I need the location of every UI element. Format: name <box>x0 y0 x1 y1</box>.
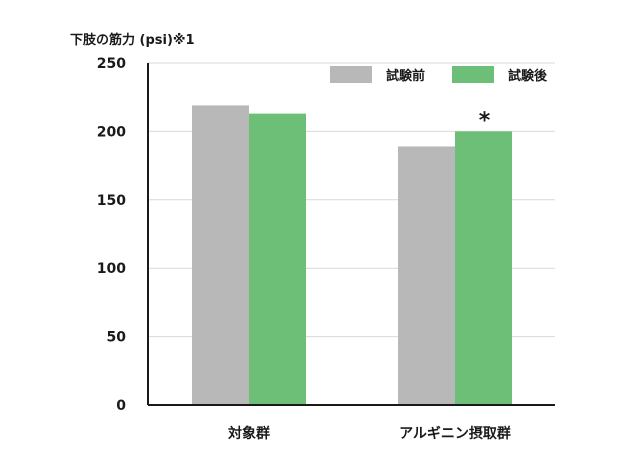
legend-swatch <box>330 66 372 83</box>
x-category-label: アルギニン摂取群 <box>399 425 511 442</box>
legend: 試験前 試験後 <box>330 66 548 84</box>
axes <box>147 63 555 406</box>
bar <box>192 105 249 406</box>
x-category-label: 対象群 <box>227 425 270 442</box>
x-category-labels: 対象群 アルギニン摂取群 <box>227 425 511 442</box>
y-tick-labels: 0 50 100 150 200 250 <box>97 56 126 414</box>
legend-label: 試験後 <box>508 68 548 84</box>
y-tick-label: 100 <box>97 261 126 277</box>
annotations: * <box>479 108 491 133</box>
bar <box>398 146 455 405</box>
y-tick-label: 150 <box>97 193 126 209</box>
y-axis-label: 下肢の筋力 (psi)※1 <box>70 32 195 48</box>
bar <box>455 131 512 405</box>
significance-marker: * <box>479 108 491 133</box>
legend-label: 試験前 <box>386 68 425 84</box>
y-tick-label: 50 <box>107 330 127 346</box>
legend-swatch <box>452 66 494 83</box>
y-tick-label: 200 <box>97 124 126 140</box>
bars <box>192 105 512 406</box>
bar <box>249 113 306 405</box>
y-tick-label: 0 <box>116 398 126 414</box>
y-tick-label: 250 <box>97 56 126 72</box>
